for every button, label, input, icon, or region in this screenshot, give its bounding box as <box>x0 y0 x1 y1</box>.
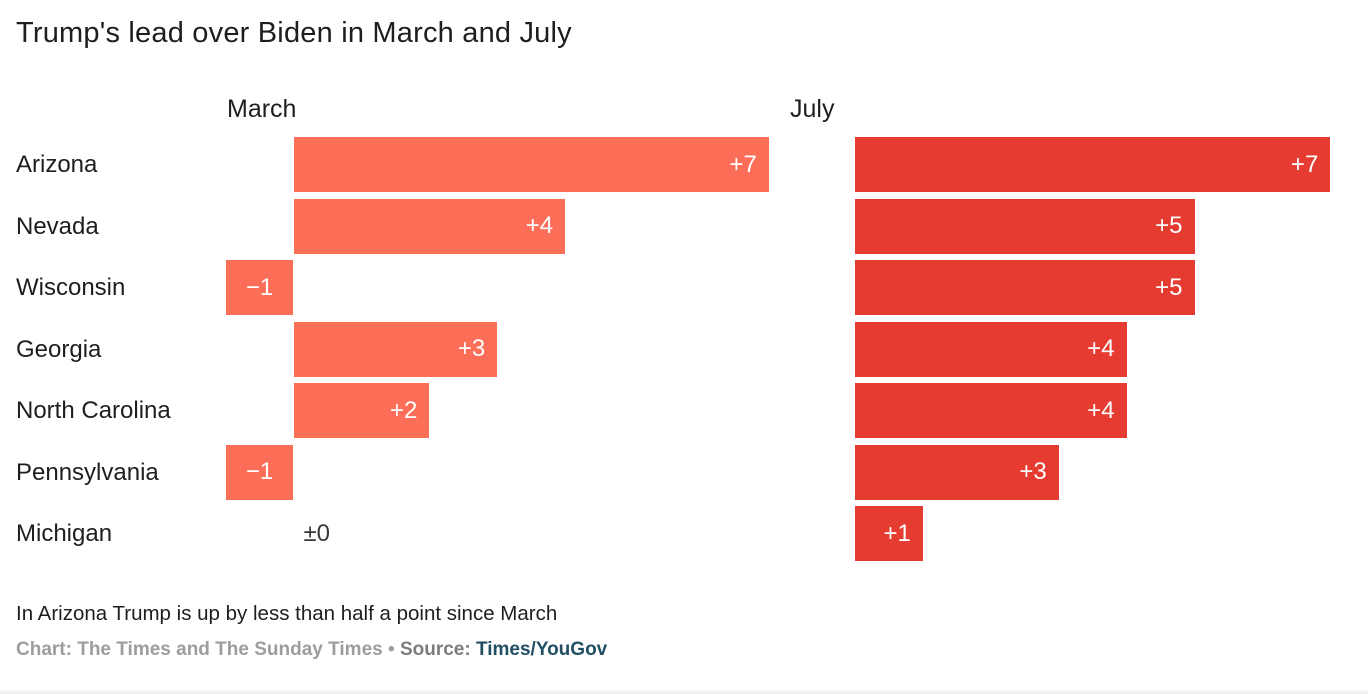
bar-march-north-carolina: +2 <box>293 383 430 439</box>
chart-row-georgia: Georgia +3 +4 <box>16 321 1356 377</box>
row-label-arizona: Arizona <box>16 151 98 178</box>
value-label-july-nevada: +5 <box>1155 212 1183 240</box>
panel-march-georgia: +3 <box>226 321 769 377</box>
chart-rows: Arizona +7 +7 Nevada +4 +5 Wisconsin −1 +5 Georgi… <box>16 137 1356 573</box>
chart-row-wisconsin: Wisconsin −1 +5 <box>16 260 1356 316</box>
bar-july-pennsylvania: +3 <box>855 444 1059 500</box>
bar-july-nevada: +5 <box>855 198 1195 254</box>
panel-march-michigan: ±0 <box>226 506 769 561</box>
panel-march-nevada: +4 <box>226 198 769 254</box>
row-label-north-carolina: North Carolina <box>16 397 171 425</box>
column-header-july: July <box>790 95 835 123</box>
chart-note: In Arizona Trump is up by less than half… <box>16 602 558 625</box>
value-label-july-north-carolina: +4 <box>1087 396 1115 424</box>
bar-july-arizona: +7 <box>855 137 1331 192</box>
bar-july-north-carolina: +4 <box>855 383 1127 439</box>
chart-row-pennsylvania: Pennsylvania −1 +3 <box>16 444 1356 500</box>
panel-july-north-carolina: +4 <box>787 383 1331 439</box>
chart-row-north-carolina: North Carolina +2 +4 <box>16 383 1356 439</box>
panel-july-michigan: +1 <box>787 506 1331 562</box>
value-label-july-georgia: +4 <box>1087 335 1115 363</box>
source-link[interactable]: Times/YouGov <box>475 639 608 660</box>
value-label-july-wisconsin: +5 <box>1155 273 1183 301</box>
panel-july-wisconsin: +5 <box>787 260 1331 316</box>
bar-march-georgia: +3 <box>293 321 498 377</box>
value-label-march-nevada: +4 <box>525 212 554 240</box>
row-label-wisconsin: Wisconsin <box>16 274 126 302</box>
value-label-march-arizona: +7 <box>729 150 757 178</box>
value-label-march-michigan: ±0 <box>303 520 331 548</box>
bar-march-wisconsin: −1 <box>225 260 294 316</box>
panel-march-wisconsin: −1 <box>225 260 769 316</box>
panel-july-pennsylvania: +3 <box>787 444 1331 500</box>
value-label-march-pennsylvania: −1 <box>245 458 274 486</box>
bar-march-pennsylvania: −1 <box>225 444 294 500</box>
chart-row-nevada: Nevada +4 +5 <box>16 198 1356 254</box>
value-label-july-arizona: +7 <box>1290 150 1319 178</box>
chart-title: Trump's lead over Biden in March and Jul… <box>16 17 572 49</box>
row-label-georgia: Georgia <box>16 335 102 363</box>
value-label-march-north-carolina: +2 <box>389 396 418 424</box>
panel-march-north-carolina: +2 <box>226 383 769 439</box>
bar-july-michigan: +1 <box>855 506 923 562</box>
source-label: Source: <box>399 639 476 660</box>
row-label-michigan: Michigan <box>16 520 113 548</box>
bar-march-nevada: +4 <box>293 198 566 254</box>
chart-credit: Chart: The Times and The Sunday Times • … <box>16 639 607 661</box>
panel-march-arizona: +7 <box>226 137 769 192</box>
value-label-july-michigan: +1 <box>883 519 911 547</box>
value-label-july-pennsylvania: +3 <box>1019 458 1047 486</box>
credit-text: Chart: The Times and The Sunday Times • <box>16 639 400 660</box>
chart-row-arizona: Arizona +7 +7 <box>16 137 1356 192</box>
bar-july-georgia: +4 <box>855 321 1127 377</box>
bar-march-arizona: +7 <box>293 137 769 192</box>
panel-july-georgia: +4 <box>787 321 1331 377</box>
row-label-nevada: Nevada <box>16 212 99 240</box>
chart-row-michigan: Michigan ±0 +1 <box>16 506 1356 562</box>
bar-july-wisconsin: +5 <box>855 260 1195 316</box>
value-label-march-georgia: +3 <box>457 335 486 363</box>
window-bottom-edge <box>0 688 1368 694</box>
row-label-pennsylvania: Pennsylvania <box>16 458 159 486</box>
panel-march-pennsylvania: −1 <box>225 444 769 500</box>
column-header-march: March <box>227 95 297 123</box>
value-label-march-wisconsin: −1 <box>245 273 274 301</box>
panel-july-nevada: +5 <box>787 198 1331 254</box>
panel-july-arizona: +7 <box>787 137 1331 192</box>
